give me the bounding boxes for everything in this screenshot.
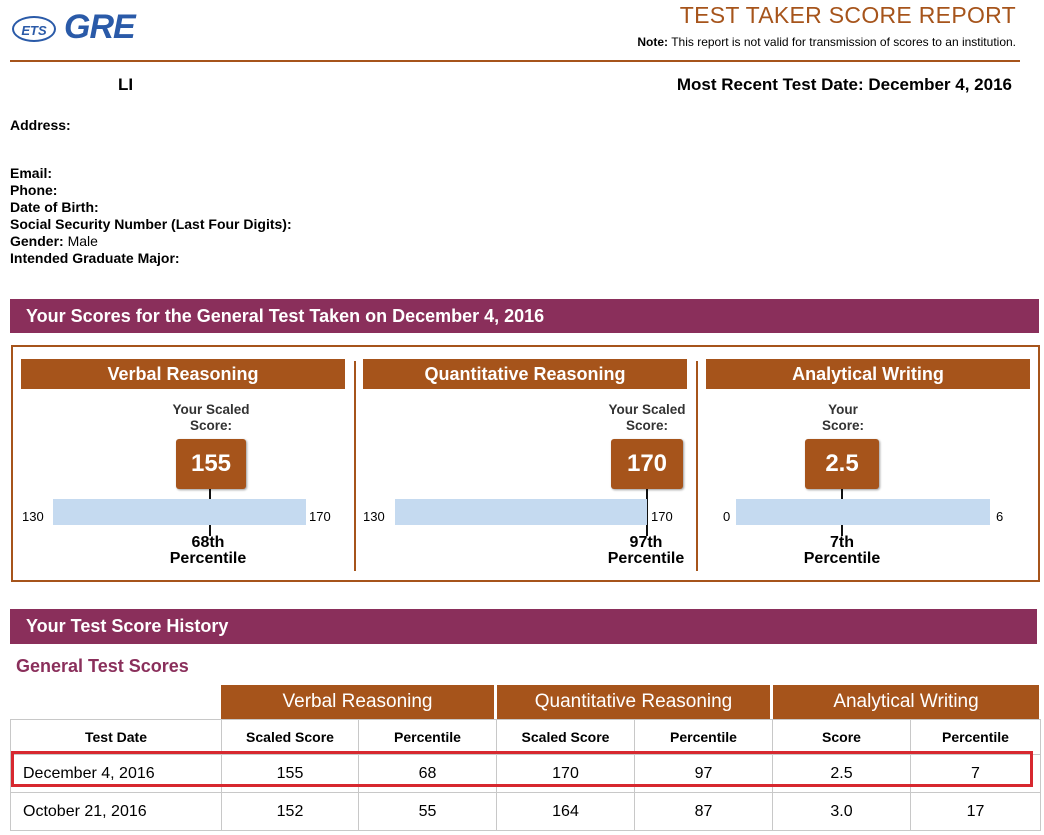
col-quant-percentile: Percentile [634,719,773,755]
note-label: Note: [637,35,669,49]
ssn-label: Social Security Number (Last Four Digits… [10,216,292,232]
dob-field: Date of Birth: [10,199,99,215]
quant-percentile-label: Percentile [607,550,685,567]
writing-percentile-label: Percentile [803,550,881,567]
verbal-title: Verbal Reasoning [21,359,345,389]
history-group-writing: Analytical Writing [773,685,1039,719]
note-text: This report is not valid for transmissio… [671,35,1016,49]
cell-test-date: October 21, 2016 [10,792,222,831]
phone-label: Phone: [10,182,58,198]
candidate-name: LI [118,75,134,94]
cell-writing-percentile: 17 [910,792,1041,831]
major-label: Intended Graduate Major: [10,250,180,266]
verbal-percentile-label: Percentile [169,550,247,567]
verbal-score-label: Your Scaled Score: [156,402,266,434]
writing-title: Analytical Writing [706,359,1030,389]
col-verbal-percentile: Percentile [358,719,497,755]
report-note: Note: This report is not valid for trans… [637,35,1016,49]
verbal-max: 170 [309,509,331,524]
email-label: Email: [10,165,53,181]
general-test-scores-title: General Test Scores [16,656,189,676]
quant-score-tick [646,489,648,536]
quant-score-label: Your Scaled Score: [592,402,702,434]
verbal-percentile-value: 68th [191,534,225,551]
ets-logo: ETS [12,16,56,42]
writing-range-bar [736,499,990,525]
cell-quant-percentile: 87 [634,792,773,831]
verbal-range-bar [53,499,306,525]
writing-score: 2.5 [805,439,879,489]
cell-verbal-percentile: 55 [358,792,497,831]
ssn-field: Social Security Number (Last Four Digits… [10,216,292,232]
score-history-table: Test Date Scaled Score Percentile Scaled… [10,719,1041,831]
verbal-score: 155 [176,439,246,489]
panel-divider [696,361,698,571]
col-verbal-scaled: Scaled Score [221,719,359,755]
writing-score-label-2: Score: [821,418,865,433]
writing-min: 0 [723,509,731,524]
panel-divider [354,361,356,571]
cell-verbal-scaled: 152 [221,792,359,831]
quant-max: 170 [651,509,673,524]
writing-score-label-1: Your [828,402,858,417]
cell-quant-scaled: 164 [496,792,635,831]
address-label: Address: [10,117,71,133]
major-field: Intended Graduate Major: [10,250,180,266]
quant-min: 130 [363,509,385,524]
address-field: Address: [10,117,71,133]
table-header-row: Test Date Scaled Score Percentile Scaled… [10,719,1041,755]
phone-field: Phone: [10,182,57,198]
quant-title: Quantitative Reasoning [363,359,687,389]
verbal-score-label-1: Your Scaled [172,402,250,417]
table-row: October 21, 2016 152 55 164 87 3.0 17 [10,792,1041,831]
quant-percentile: 97th Percentile [581,535,711,567]
col-writing-percentile: Percentile [910,719,1041,755]
most-recent-test-date: Most Recent Test Date: December 4, 2016 [676,75,1012,94]
col-writing-score: Score [772,719,911,755]
writing-percentile-value: 7th [830,534,854,551]
verbal-min: 130 [22,509,44,524]
quant-percentile-value: 97th [629,534,663,551]
writing-percentile: 7th Percentile [777,535,907,567]
gender-label: Gender: [10,233,64,249]
quant-score: 170 [611,439,683,489]
gender-value: Male [67,233,98,249]
gender-field: Gender: Male [10,233,98,249]
highlight-recent-row [11,751,1033,787]
quant-score-label-1: Your Scaled [608,402,686,417]
gre-logo: GRE [64,8,136,46]
writing-max: 6 [996,509,1004,524]
writing-score-label: Your Score: [788,402,898,434]
col-quant-scaled: Scaled Score [496,719,635,755]
verbal-percentile: 68th Percentile [143,535,273,567]
scores-panel: Verbal Reasoning Your Scaled Score: 155 1… [11,345,1040,582]
header-divider [10,60,1020,62]
quant-range-bar [395,499,647,525]
col-test-date: Test Date [10,719,222,755]
history-group-verbal: Verbal Reasoning [221,685,494,719]
scores-banner: Your Scores for the General Test Taken o… [10,299,1039,333]
report-title: TEST TAKER SCORE REPORT [679,2,1016,28]
history-banner: Your Test Score History [10,609,1037,644]
quant-score-label-2: Score: [625,418,669,433]
history-group-quant: Quantitative Reasoning [497,685,770,719]
dob-label: Date of Birth: [10,199,99,215]
verbal-score-label-2: Score: [189,418,233,433]
email-field: Email: [10,165,52,181]
cell-writing-score: 3.0 [772,792,911,831]
